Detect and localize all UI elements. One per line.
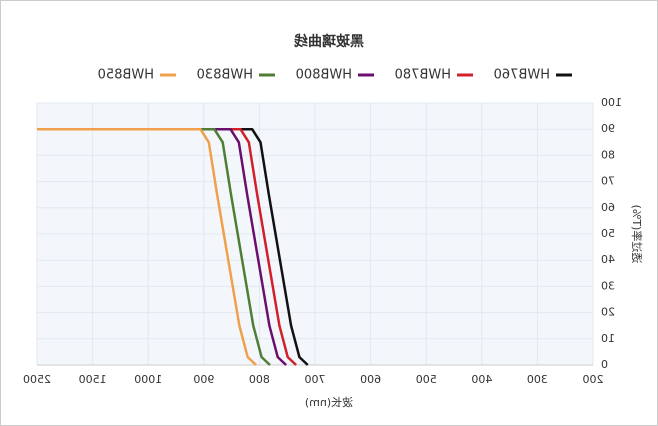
- y-tick-label: 20: [601, 306, 615, 319]
- y-tick-label: 70: [601, 175, 615, 188]
- x-tick-label: 500: [416, 373, 437, 386]
- y-tick-label: 100: [601, 96, 622, 109]
- y-tick-label: 30: [601, 279, 615, 292]
- x-tick-label: 700: [305, 373, 326, 386]
- y-tick-label: 40: [601, 253, 615, 266]
- x-tick-label: 1500: [79, 373, 107, 386]
- legend-label: HWB830: [197, 68, 253, 83]
- legend-label: HWB780: [395, 68, 451, 83]
- y-tick-label: 90: [601, 122, 615, 135]
- y-tick-label: 60: [601, 201, 615, 214]
- x-tick-label: 400: [471, 373, 492, 386]
- x-tick-label: 1000: [134, 373, 162, 386]
- y-axis-title: 透过率(T%): [630, 205, 644, 264]
- series-line: [37, 127, 297, 366]
- legend-label: HWB850: [98, 68, 154, 83]
- y-tick-label: 80: [601, 148, 615, 161]
- x-tick-label: 300: [527, 373, 548, 386]
- y-tick-label: 10: [601, 332, 615, 345]
- x-tick-label: 200: [583, 373, 604, 386]
- x-axis-title: 波长(nm): [305, 396, 353, 409]
- series-line: [37, 127, 309, 366]
- x-tick-label: 600: [360, 373, 381, 386]
- series-line: [37, 127, 257, 366]
- series-line: [37, 127, 287, 366]
- legend-label: HWB760: [494, 68, 550, 83]
- x-tick-label: 900: [193, 373, 214, 386]
- y-tick-label: 50: [601, 227, 615, 240]
- y-tick-label: 0: [601, 358, 608, 371]
- x-tick-label: 800: [249, 373, 270, 386]
- x-tick-label: 2500: [23, 373, 51, 386]
- series-line: [37, 127, 271, 366]
- legend-label: HWB800: [296, 68, 352, 83]
- chart-title: 黑玻璃曲线: [294, 33, 364, 50]
